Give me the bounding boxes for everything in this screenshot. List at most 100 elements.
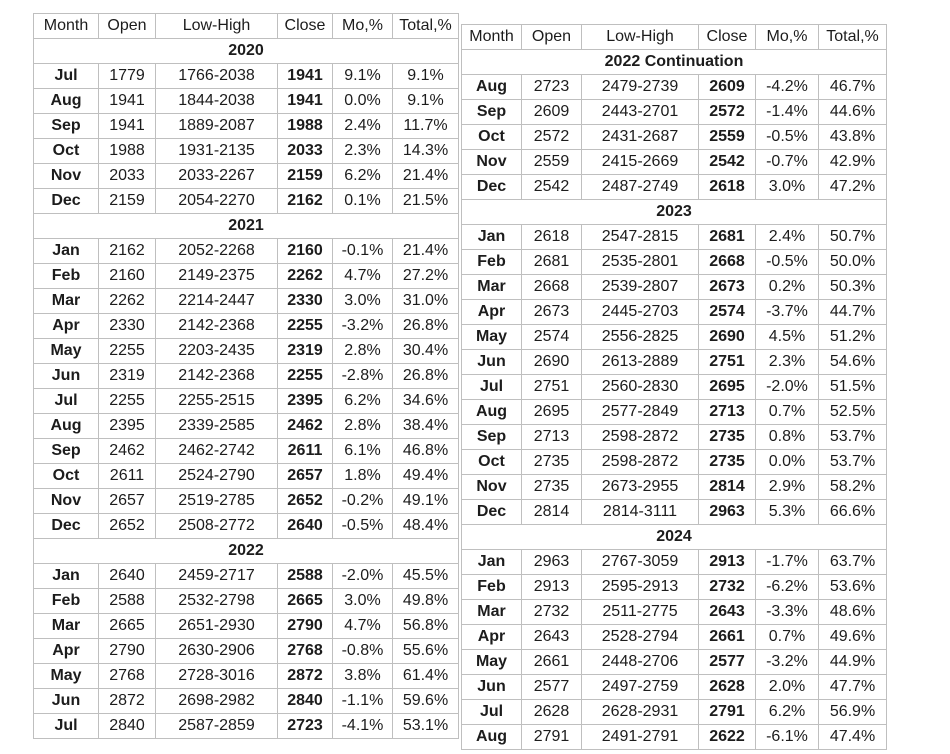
total-pct-cell: 61.4% — [392, 663, 459, 689]
mo-pct-cell: 1.8% — [332, 463, 393, 489]
total-pct-cell: 38.4% — [392, 413, 459, 439]
mo-pct-cell: 2.0% — [755, 674, 819, 700]
low-high-cell: 2651-2930 — [155, 613, 278, 639]
month-cell: Sep — [33, 113, 99, 139]
month-cell: Aug — [461, 74, 522, 100]
year-section-header: 2023 — [461, 199, 887, 225]
column-header: Low-High — [155, 13, 278, 39]
column-header: Month — [461, 24, 522, 50]
mo-pct-cell: -0.7% — [755, 149, 819, 175]
header-row: Month Open Low-High Close Mo,% Total,% — [33, 13, 459, 39]
table-row: Apr 2790 2630-2906 2768 -0.8% 55.6% — [33, 638, 459, 664]
total-pct-cell: 49.4% — [392, 463, 459, 489]
close-cell: 1941 — [277, 88, 333, 114]
table-row: Aug 2695 2577-2849 2713 0.7% 52.5% — [461, 399, 887, 425]
close-cell: 2162 — [277, 188, 333, 214]
open-cell: 2790 — [98, 638, 156, 664]
total-pct-cell: 9.1% — [392, 63, 459, 89]
low-high-cell: 2448-2706 — [581, 649, 699, 675]
close-cell: 2652 — [277, 488, 333, 514]
total-pct-cell: 43.8% — [818, 124, 887, 150]
mo-pct-cell: 2.8% — [332, 338, 393, 364]
open-cell: 2559 — [521, 149, 582, 175]
month-cell: Jul — [33, 63, 99, 89]
close-cell: 2643 — [698, 599, 756, 625]
open-cell: 2160 — [98, 263, 156, 289]
mo-pct-cell: 3.0% — [755, 174, 819, 200]
column-header: Close — [277, 13, 333, 39]
open-cell: 2768 — [98, 663, 156, 689]
mo-pct-cell: -3.2% — [332, 313, 393, 339]
year-section-header: 2022 Continuation — [461, 49, 887, 75]
close-cell: 2790 — [277, 613, 333, 639]
total-pct-cell: 51.2% — [818, 324, 887, 350]
monthly-price-table-right: Month Open Low-High Close Mo,% Total,% 2022 C… — [461, 24, 887, 750]
open-cell: 2791 — [521, 724, 582, 750]
mo-pct-cell: -2.8% — [332, 363, 393, 389]
mo-pct-cell: -4.2% — [755, 74, 819, 100]
month-cell: Apr — [33, 638, 99, 664]
total-pct-cell: 47.7% — [818, 674, 887, 700]
low-high-cell: 2595-2913 — [581, 574, 699, 600]
month-cell: Aug — [461, 399, 522, 425]
mo-pct-cell: 4.5% — [755, 324, 819, 350]
close-cell: 2542 — [698, 149, 756, 175]
month-cell: Dec — [461, 174, 522, 200]
open-cell: 2609 — [521, 99, 582, 125]
total-pct-cell: 48.4% — [392, 513, 459, 539]
total-pct-cell: 59.6% — [392, 688, 459, 714]
low-high-cell: 2443-2701 — [581, 99, 699, 125]
total-pct-cell: 21.4% — [392, 163, 459, 189]
low-high-cell: 2698-2982 — [155, 688, 278, 714]
total-pct-cell: 53.7% — [818, 449, 887, 475]
low-high-cell: 2203-2435 — [155, 338, 278, 364]
total-pct-cell: 21.5% — [392, 188, 459, 214]
mo-pct-cell: -0.5% — [755, 124, 819, 150]
month-cell: Jun — [33, 363, 99, 389]
table-row: Nov 2657 2519-2785 2652 -0.2% 49.1% — [33, 488, 459, 514]
month-cell: Feb — [461, 574, 522, 600]
table-row: May 2574 2556-2825 2690 4.5% 51.2% — [461, 324, 887, 350]
mo-pct-cell: 0.0% — [332, 88, 393, 114]
month-cell: Aug — [33, 413, 99, 439]
total-pct-cell: 47.4% — [818, 724, 887, 750]
open-cell: 1941 — [98, 88, 156, 114]
low-high-cell: 2547-2815 — [581, 224, 699, 250]
year-section-row: 2024 — [461, 524, 887, 550]
close-cell: 1941 — [277, 63, 333, 89]
open-cell: 2255 — [98, 388, 156, 414]
low-high-cell: 2142-2368 — [155, 363, 278, 389]
low-high-cell: 1931-2135 — [155, 138, 278, 164]
mo-pct-cell: -3.2% — [755, 649, 819, 675]
close-cell: 2791 — [698, 699, 756, 725]
low-high-cell: 2519-2785 — [155, 488, 278, 514]
mo-pct-cell: -6.1% — [755, 724, 819, 750]
open-cell: 2330 — [98, 313, 156, 339]
monthly-price-table-left: Month Open Low-High Close Mo,% Total,% 2020 Ju… — [33, 13, 459, 739]
total-pct-cell: 14.3% — [392, 138, 459, 164]
close-cell: 2577 — [698, 649, 756, 675]
month-cell: Sep — [33, 438, 99, 464]
month-cell: Apr — [33, 313, 99, 339]
close-cell: 2913 — [698, 549, 756, 575]
column-header: Total,% — [818, 24, 887, 50]
low-high-cell: 2767-3059 — [581, 549, 699, 575]
low-high-cell: 2598-2872 — [581, 424, 699, 450]
table-row: Aug 2395 2339-2585 2462 2.8% 38.4% — [33, 413, 459, 439]
open-cell: 2577 — [521, 674, 582, 700]
mo-pct-cell: -0.2% — [332, 488, 393, 514]
total-pct-cell: 53.1% — [392, 713, 459, 739]
month-cell: Jul — [33, 713, 99, 739]
low-high-cell: 2255-2515 — [155, 388, 278, 414]
table-row: Apr 2673 2445-2703 2574 -3.7% 44.7% — [461, 299, 887, 325]
open-cell: 2462 — [98, 438, 156, 464]
open-cell: 2159 — [98, 188, 156, 214]
mo-pct-cell: 6.1% — [332, 438, 393, 464]
total-pct-cell: 50.7% — [818, 224, 887, 250]
close-cell: 2963 — [698, 499, 756, 525]
table-row: Feb 2681 2535-2801 2668 -0.5% 50.0% — [461, 249, 887, 275]
low-high-cell: 2728-3016 — [155, 663, 278, 689]
table-row: May 2255 2203-2435 2319 2.8% 30.4% — [33, 338, 459, 364]
month-cell: Feb — [461, 249, 522, 275]
